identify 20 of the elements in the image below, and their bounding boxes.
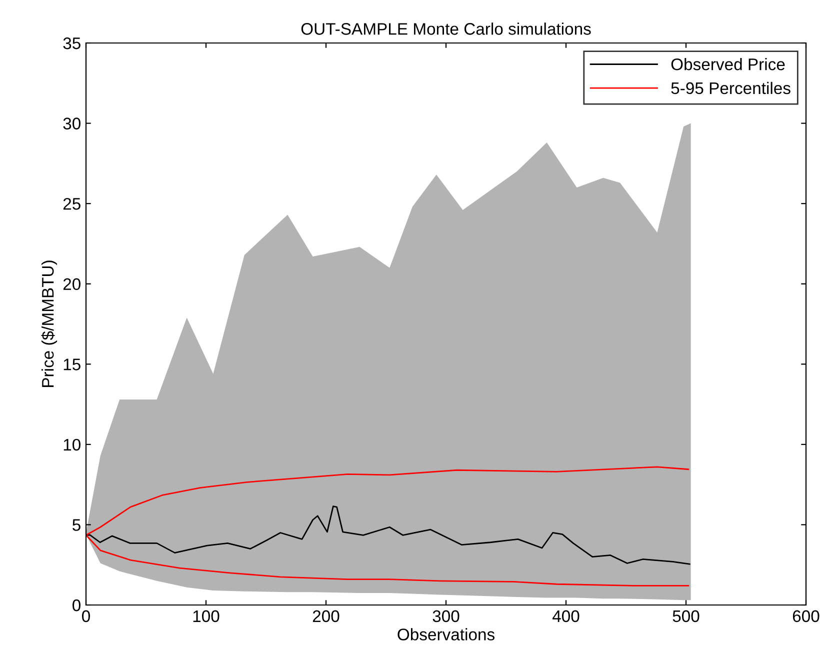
y-tick-label: 15 — [64, 358, 80, 370]
x-tick-label: 400 — [552, 610, 580, 622]
y-tick-label: 5 — [72, 519, 80, 531]
x-tick-label: 100 — [193, 610, 220, 622]
y-tick-label: 25 — [63, 198, 80, 210]
y-axis-title: Price ($/MMBTU) — [41, 260, 58, 387]
y-tick-label: 20 — [63, 278, 80, 290]
y-tick-label: 35 — [63, 37, 80, 50]
x-axis-title: Observations — [398, 628, 494, 640]
x-tick-label: 300 — [432, 610, 460, 622]
legend-label: Observed Price — [671, 58, 785, 70]
legend-label: 5-95 Percentiles — [671, 82, 790, 94]
x-tick-label: 0 — [82, 610, 90, 622]
y-tick-label: 0 — [72, 599, 80, 612]
x-tick-label: 500 — [672, 610, 700, 622]
x-tick-label: 600 — [792, 610, 820, 622]
x-tick-label: 200 — [312, 610, 340, 622]
y-tick-label: 10 — [64, 438, 80, 451]
y-tick-label: 30 — [63, 118, 80, 130]
chart-title: OUT-SAMPLE Monte Carlo simulations — [301, 22, 591, 35]
